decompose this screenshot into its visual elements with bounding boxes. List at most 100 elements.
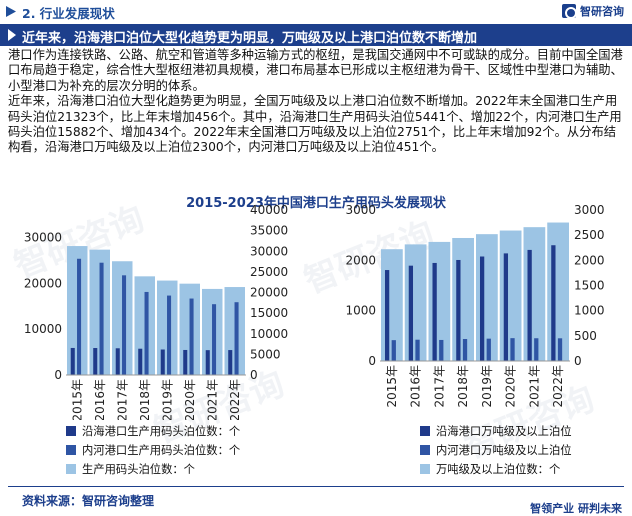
y-tick-left: 10000	[24, 322, 62, 336]
x-tick: 2020年	[183, 379, 197, 420]
bar-coastal	[456, 259, 461, 361]
y-tick-right: 30000	[250, 244, 288, 258]
source-note: 资料来源：智研咨询整理	[22, 494, 155, 508]
y-tick-right: 40000	[250, 205, 288, 217]
bar-inland	[486, 338, 491, 361]
paragraph: 港口作为连接铁路、公路、航空和管道等多种运输方式的枢纽，是我国交通网中不可或缺的…	[8, 48, 623, 93]
legend-swatch	[420, 444, 430, 455]
x-tick: 2018年	[138, 379, 152, 420]
bar-coastal	[138, 348, 143, 375]
y-tick-right: 3000	[574, 205, 605, 217]
logo-icon	[562, 4, 577, 19]
y-tick-right: 2000	[574, 253, 605, 267]
bar-coastal	[527, 249, 532, 361]
x-tick: 2016年	[409, 365, 423, 408]
y-tick-right: 0	[574, 354, 582, 368]
y-tick-right: 10000	[250, 327, 288, 341]
y-tick-right: 0	[250, 368, 258, 382]
chart-title: 2015-2023年中国港口生产用码头发展现状	[186, 196, 446, 211]
y-tick-right: 25000	[250, 265, 288, 279]
y-tick-left: 1000	[345, 304, 376, 318]
bar-inland	[189, 298, 194, 375]
legend-item: 生产用码头泊位数：个	[66, 459, 240, 478]
bar-coastal	[205, 350, 210, 375]
x-tick: 2015年	[385, 365, 399, 408]
bar-coastal	[115, 348, 120, 375]
x-tick: 2019年	[160, 379, 174, 420]
headline-text: 近年来，沿海港口泊位大型化趋势更为明显，万吨级及以上港口泊位数不断增加	[22, 31, 478, 46]
bar-inland	[77, 258, 82, 375]
y-tick-left: 0	[368, 354, 376, 368]
y-tick-right: 5000	[250, 347, 281, 361]
x-tick: 2018年	[456, 365, 470, 408]
legend-swatch	[420, 463, 430, 474]
bar-inland	[99, 262, 104, 375]
legend-left: 沿海港口生产用码头泊位数：个 内河港口生产用码头泊位数：个 生产用码头泊位数：个	[66, 421, 240, 478]
paragraph: 近年来，沿海港口泊位大型化趋势更为明显，全国万吨级及以上港口泊位数不断增加。20…	[8, 94, 622, 155]
bar-coastal	[183, 349, 188, 375]
bar-inland	[439, 339, 444, 361]
top-bar: 2. 行业发展现状 智研咨询	[0, 0, 632, 24]
legend-swatch	[420, 425, 430, 436]
legend-item: 内河港口万吨级及以上泊位	[420, 440, 572, 459]
y-tick-right: 35000	[250, 224, 288, 238]
body-text: 港口作为连接铁路、公路、航空和管道等多种运输方式的枢纽，是我国交通网中不可或缺的…	[8, 48, 626, 156]
bar-coastal	[551, 245, 556, 361]
bar-coastal	[384, 270, 390, 361]
section-title: 2. 行业发展现状	[22, 6, 115, 21]
bar-inland	[557, 338, 563, 361]
bar-coastal	[479, 256, 485, 361]
bar-inland	[415, 339, 420, 361]
legend-swatch	[66, 444, 76, 455]
legend-item: 沿海港口万吨级及以上泊位	[420, 421, 572, 440]
y-tick-right: 1000	[574, 304, 605, 318]
bar-inland	[462, 339, 468, 361]
x-tick: 2017年	[115, 379, 129, 420]
x-tick: 2017年	[432, 365, 446, 408]
bar-coastal	[503, 253, 509, 361]
x-tick: 2021年	[205, 379, 219, 420]
bar-coastal	[93, 348, 98, 375]
x-tick: 2020年	[504, 365, 518, 408]
bar-coastal	[228, 350, 233, 375]
y-tick-right: 15000	[250, 306, 288, 320]
y-tick-right: 2500	[574, 228, 605, 242]
x-tick: 2022年	[228, 379, 242, 420]
section-marker-icon	[6, 6, 16, 17]
y-tick-left: 20000	[24, 276, 62, 290]
chart-berths: 0 10000 20000 30000 0 5000 10000 15000 20000 2500…	[24, 205, 288, 420]
x-tick: 2022年	[551, 365, 565, 408]
footer: 资料来源：智研咨询整理 智领产业 研判未来	[0, 486, 632, 516]
legend-right: 沿海港口万吨级及以上泊位 内河港口万吨级及以上泊位 万吨级及以上泊位数：个	[420, 421, 572, 478]
logo-text: 智研咨询	[580, 5, 624, 18]
bar-inland	[510, 338, 515, 361]
y-tick-right: 1500	[574, 279, 605, 293]
legend-item: 内河港口生产用码头泊位数：个	[66, 440, 240, 459]
bar-inland	[122, 275, 127, 375]
y-tick-left: 3000	[345, 205, 376, 217]
bar-coastal	[432, 262, 437, 361]
y-tick-left: 2000	[345, 253, 376, 267]
bar-inland	[534, 338, 539, 361]
x-tick: 2021年	[527, 365, 541, 408]
bar-coastal	[160, 349, 165, 375]
x-tick: 2019年	[480, 365, 494, 408]
bar-coastal	[408, 265, 414, 361]
headline-banner: 近年来，沿海港口泊位大型化趋势更为明显，万吨级及以上港口泊位数不断增加	[0, 24, 632, 46]
y-tick-left: 30000	[24, 231, 62, 245]
y-tick-left: 0	[54, 368, 62, 382]
logo: 智研咨询	[562, 3, 624, 19]
x-tick: 2015年	[70, 379, 84, 420]
y-tick-right: 500	[574, 329, 597, 343]
arrow-icon	[8, 29, 16, 41]
bar-inland	[234, 302, 239, 375]
legend-swatch	[66, 425, 76, 436]
bar-inland	[167, 295, 172, 375]
legend-item: 沿海港口生产用码头泊位数：个	[66, 421, 240, 440]
y-tick-right: 20000	[250, 286, 288, 300]
legend-swatch	[66, 463, 76, 474]
x-tick: 2016年	[93, 379, 107, 420]
footer-divider	[8, 486, 624, 487]
bar-coastal	[70, 347, 75, 375]
legend-item: 万吨级及以上泊位数：个	[420, 459, 572, 478]
